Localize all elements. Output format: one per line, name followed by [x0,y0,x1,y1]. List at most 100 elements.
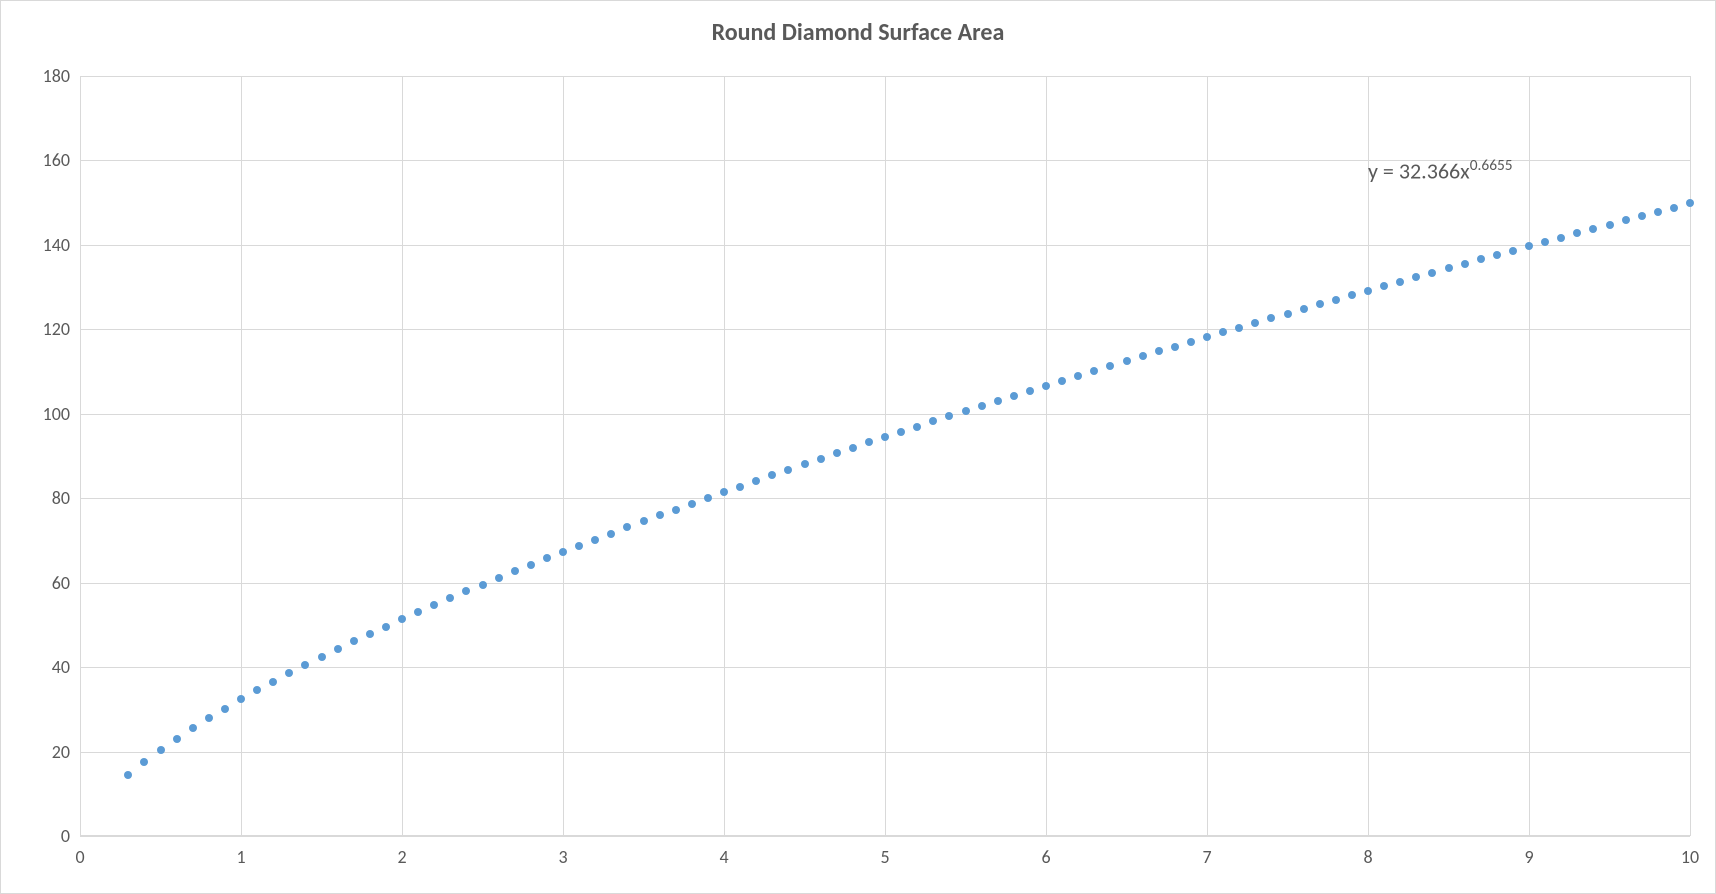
gridline-vertical [241,76,242,836]
data-point [543,554,551,562]
y-tick-label: 80 [30,487,70,509]
data-point [978,402,986,410]
data-point [285,669,293,677]
data-point [221,705,229,713]
data-point [1525,242,1533,250]
data-point [1123,357,1131,365]
data-point [1074,372,1082,380]
data-point [1106,362,1114,370]
data-point [1686,199,1694,207]
data-point [414,608,422,616]
data-point [237,695,245,703]
data-point [269,678,277,686]
gridline-horizontal [80,414,1690,415]
gridline-vertical [402,76,403,836]
gridline-horizontal [80,245,1690,246]
data-point [1203,333,1211,341]
data-point [575,542,583,550]
data-point [591,536,599,544]
data-point [173,735,181,743]
data-point [1090,367,1098,375]
data-point [1042,382,1050,390]
data-point [736,483,744,491]
data-point [140,758,148,766]
gridline-vertical [724,76,725,836]
gridline-horizontal [80,836,1690,837]
data-point [1670,204,1678,212]
y-tick-label: 40 [30,656,70,678]
data-point [398,615,406,623]
data-point [1606,221,1614,229]
data-point [1219,328,1227,336]
data-point [640,517,648,525]
y-tick-label: 160 [30,149,70,171]
x-tick-label: 0 [75,846,84,868]
x-tick-label: 5 [880,846,889,868]
y-tick-label: 0 [30,825,70,847]
gridline-horizontal [80,76,1690,77]
x-tick-label: 10 [1681,846,1699,868]
data-point [1461,260,1469,268]
data-point [1171,343,1179,351]
data-point [784,466,792,474]
data-point [704,494,712,502]
x-tick-label: 1 [236,846,245,868]
data-point [817,455,825,463]
data-point [768,471,776,479]
y-tick-label: 60 [30,572,70,594]
gridline-horizontal [80,752,1690,753]
data-point [1493,251,1501,259]
data-point [1187,338,1195,346]
gridline-vertical [1046,76,1047,836]
data-point [1445,264,1453,272]
data-point [1235,324,1243,332]
data-point [1332,296,1340,304]
data-point [913,423,921,431]
data-point [559,548,567,556]
gridline-vertical [1529,76,1530,836]
data-point [720,488,728,496]
data-point [1622,216,1630,224]
trendline-equation-exponent: 0.6655 [1470,156,1513,175]
data-point [849,444,857,452]
data-point [382,623,390,631]
y-tick-label: 120 [30,318,70,340]
data-point [334,645,342,653]
data-point [1428,269,1436,277]
gridline-horizontal [80,498,1690,499]
x-tick-label: 3 [558,846,567,868]
data-point [1155,347,1163,355]
data-point [1026,387,1034,395]
data-point [189,724,197,732]
data-point [462,587,470,595]
gridline-vertical [563,76,564,836]
data-point [1300,305,1308,313]
x-tick-label: 2 [397,846,406,868]
data-point [511,567,519,575]
chart-container: Round Diamond Surface Area y = 32.366x0.… [0,0,1716,894]
y-tick-label: 100 [30,403,70,425]
data-point [366,630,374,638]
data-point [1589,225,1597,233]
x-tick-label: 7 [1202,846,1211,868]
data-point [1654,208,1662,216]
data-point [1284,310,1292,318]
gridline-horizontal [80,583,1690,584]
data-point [430,601,438,609]
data-point [1010,392,1018,400]
data-point [801,460,809,468]
y-tick-label: 20 [30,741,70,763]
data-point [350,637,358,645]
data-point [301,661,309,669]
data-point [1557,234,1565,242]
x-tick-label: 6 [1041,846,1050,868]
data-point [157,746,165,754]
data-point [479,581,487,589]
gridline-vertical [1690,76,1691,836]
data-point [833,449,841,457]
data-point [1267,314,1275,322]
data-point [495,574,503,582]
x-tick-label: 9 [1524,846,1533,868]
data-point [1380,282,1388,290]
data-point [929,417,937,425]
